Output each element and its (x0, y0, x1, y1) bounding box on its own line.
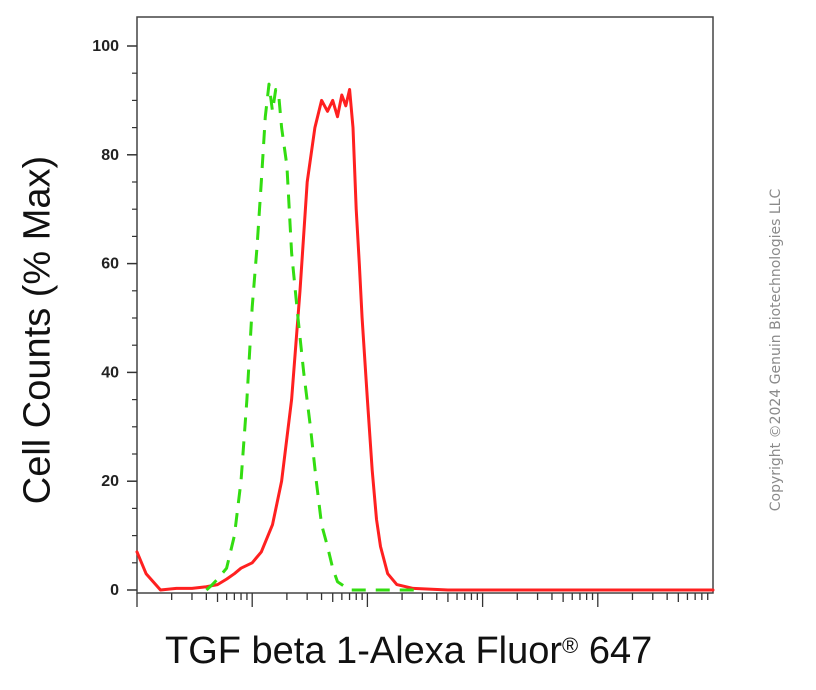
x-axis-label-tail: 647 (578, 630, 653, 672)
copyright-watermark: Copyright ©2024 Genuin Biotechnologies L… (768, 188, 784, 512)
y-axis-label: Cell Counts (% Max) (16, 155, 59, 505)
y-tick-label: 80 (101, 147, 119, 164)
x-axis-label-wrap: TGF beta 1-Alexa Fluor® 647 (165, 630, 652, 673)
series-line-solid (135, 88, 715, 592)
series-layer (135, 82, 715, 592)
x-axis (136, 593, 709, 607)
plot-border (136, 16, 714, 594)
y-axis-label-wrap: Cell Counts (% Max) (8, 110, 68, 550)
y-tick-label: 60 (101, 256, 119, 273)
x-axis-label: TGF beta 1-Alexa Fluor (165, 630, 563, 672)
y-tick-label: 20 (101, 473, 119, 490)
registered-mark: ® (562, 633, 579, 658)
y-tick-label: 0 (110, 582, 119, 599)
copyright-watermark-wrap: Copyright ©2024 Genuin Biotechnologies L… (756, 160, 796, 540)
y-tick-label: 40 (101, 364, 119, 381)
series-line-dashed (205, 82, 423, 592)
y-tick-label: 100 (92, 38, 119, 55)
y-axis: 0 20 40 60 80 100 (92, 38, 137, 599)
plot-frame (136, 16, 714, 594)
